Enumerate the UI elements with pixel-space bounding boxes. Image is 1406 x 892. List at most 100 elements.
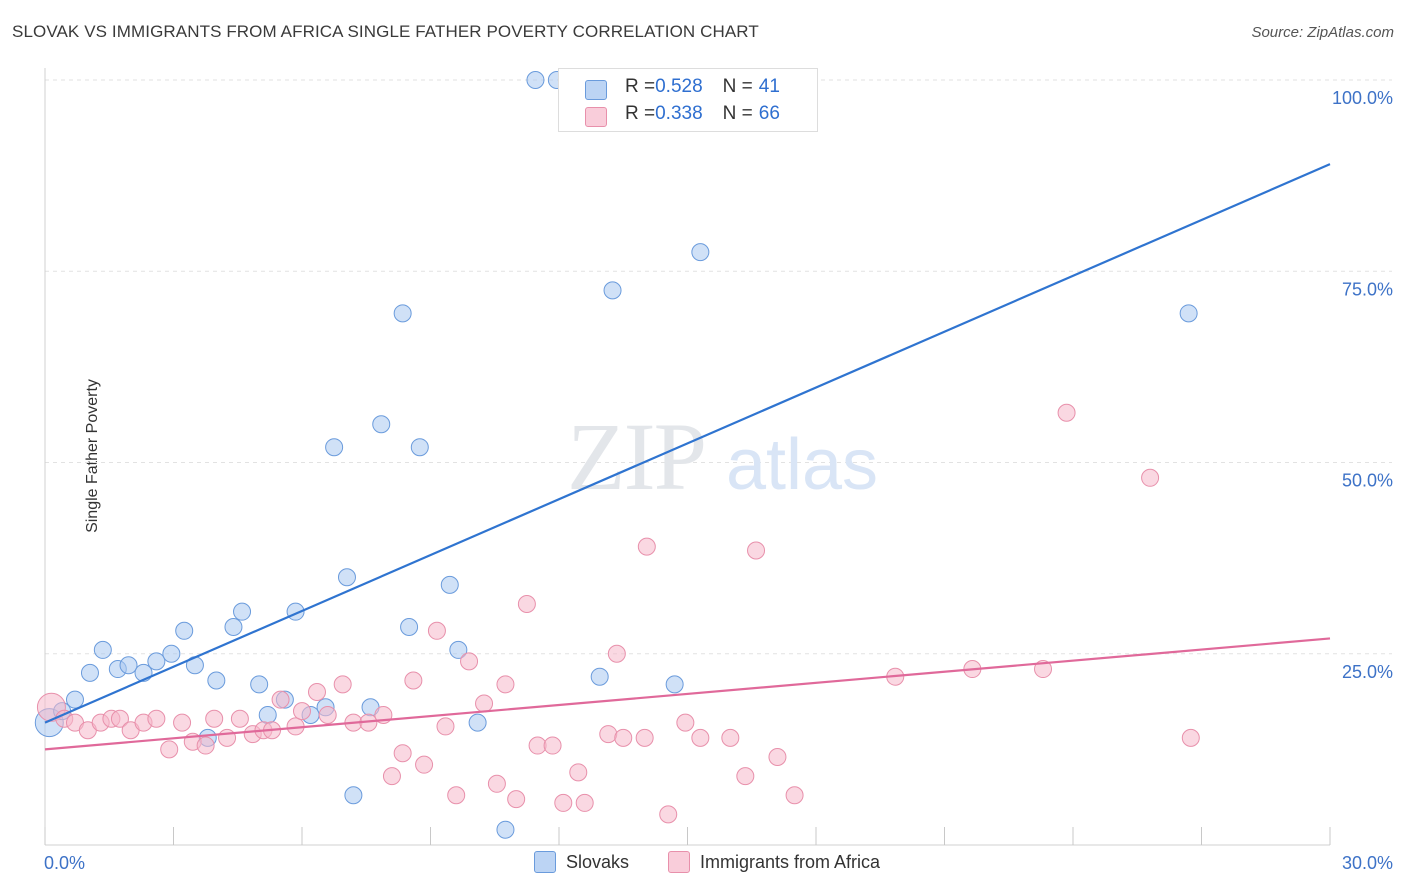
series-name-slovaks: Slovaks [566, 851, 630, 872]
point-slovaks [258, 705, 277, 724]
x-tick-label: 0.0% [44, 853, 85, 873]
point-africa [382, 767, 401, 786]
point-slovaks [207, 671, 226, 690]
legend-r-value: 0.528 [655, 76, 703, 97]
point-slovaks [449, 640, 468, 659]
trend-line-africa [44, 637, 1331, 751]
point-africa [496, 675, 515, 694]
legend-n-value: 66 [758, 103, 780, 124]
point-slovaks [691, 243, 710, 262]
trend-lines [44, 163, 1331, 751]
legend-r-label: R = [625, 76, 656, 97]
point-africa [196, 736, 215, 755]
point-slovaks [325, 438, 344, 457]
chart-title: SLOVAK VS IMMIGRANTS FROM AFRICA SINGLE … [12, 22, 759, 41]
point-slovaks [175, 621, 194, 640]
legend-swatch-slovaks [585, 80, 607, 100]
point-slovaks [496, 820, 515, 839]
legend-r-value: 0.338 [655, 103, 703, 124]
point-slovaks [1179, 304, 1198, 323]
y-tick-label: 100.0% [1332, 88, 1393, 108]
series-name-africa: Immigrants from Africa [700, 851, 881, 872]
point-slovaks [410, 438, 429, 457]
legend-row-africa: R = 0.338 N = 66 [585, 102, 780, 127]
point-africa [1141, 468, 1160, 487]
watermark-atlas: atlas [726, 425, 878, 505]
point-africa [614, 728, 633, 747]
point-africa [271, 690, 290, 709]
point-africa [637, 537, 656, 556]
point-slovaks [93, 640, 112, 659]
point-africa [785, 786, 804, 805]
point-africa [173, 713, 192, 732]
point-slovaks [65, 690, 84, 709]
y-tick-label: 75.0% [1342, 279, 1393, 299]
point-africa [427, 621, 446, 640]
point-africa [393, 744, 412, 763]
point-africa [404, 671, 423, 690]
tick-labels: 25.0% 50.0% 75.0% 100.0% 0.0% 30.0% [44, 88, 1393, 873]
grid-lines [45, 79, 1392, 655]
point-africa [475, 694, 494, 713]
series-legend: Slovaks Immigrants from Africa [0, 851, 1406, 877]
point-africa [691, 728, 710, 747]
legend-row-slovaks: R = 0.528 N = 41 [585, 75, 780, 100]
point-africa [1034, 660, 1053, 679]
point-slovaks [250, 675, 269, 694]
series-legend-slovaks: Slovaks [534, 851, 629, 873]
legend-r-label: R = [625, 103, 656, 124]
x-tick-label: 30.0% [1342, 853, 1393, 873]
point-slovaks [526, 71, 545, 89]
point-africa [676, 713, 695, 732]
point-africa [293, 702, 311, 721]
point-slovaks [665, 675, 684, 694]
point-africa [768, 748, 787, 767]
legend-n-label: N = [722, 103, 753, 124]
legend-n-label: N = [722, 76, 753, 97]
series-legend-africa: Immigrants from Africa [668, 851, 880, 873]
point-africa [575, 793, 594, 812]
point-africa [554, 793, 573, 812]
point-slovaks [603, 281, 622, 300]
point-africa [333, 675, 352, 694]
point-slovaks [393, 304, 412, 323]
point-slovaks [372, 415, 391, 434]
point-africa [1181, 728, 1200, 747]
point-slovaks [337, 568, 356, 587]
point-africa [447, 786, 466, 805]
point-slovaks [162, 644, 181, 663]
point-africa [218, 728, 237, 747]
source-label: Source: ZipAtlas.com [1251, 24, 1394, 41]
point-slovaks [440, 575, 459, 594]
series-swatch-slovaks [534, 851, 556, 873]
point-africa [160, 740, 179, 759]
point-africa [569, 763, 588, 782]
point-africa [543, 736, 562, 755]
point-slovaks [224, 617, 243, 636]
point-slovaks [119, 656, 138, 675]
point-africa [607, 644, 626, 663]
correlation-legend: R = 0.528 N = 41 R = 0.338 N = 66 [558, 68, 818, 132]
point-africa [599, 725, 618, 744]
y-tick-label: 50.0% [1342, 471, 1393, 491]
point-africa [230, 709, 249, 728]
point-africa [1057, 403, 1076, 422]
trend-line-slovaks [44, 163, 1331, 724]
point-slovaks [147, 652, 166, 671]
point-africa [110, 709, 129, 728]
point-slovaks [590, 667, 609, 686]
point-africa [507, 790, 526, 809]
point-africa [736, 767, 755, 786]
point-africa [528, 736, 547, 755]
point-slovaks [233, 602, 252, 621]
series-swatch-africa [668, 851, 690, 873]
point-africa [205, 709, 224, 728]
point-africa [460, 652, 479, 671]
point-africa [635, 728, 654, 747]
point-africa [436, 717, 455, 736]
point-slovaks [80, 663, 99, 682]
point-slovaks [400, 617, 419, 636]
point-slovaks [468, 713, 487, 732]
point-africa [415, 755, 434, 774]
